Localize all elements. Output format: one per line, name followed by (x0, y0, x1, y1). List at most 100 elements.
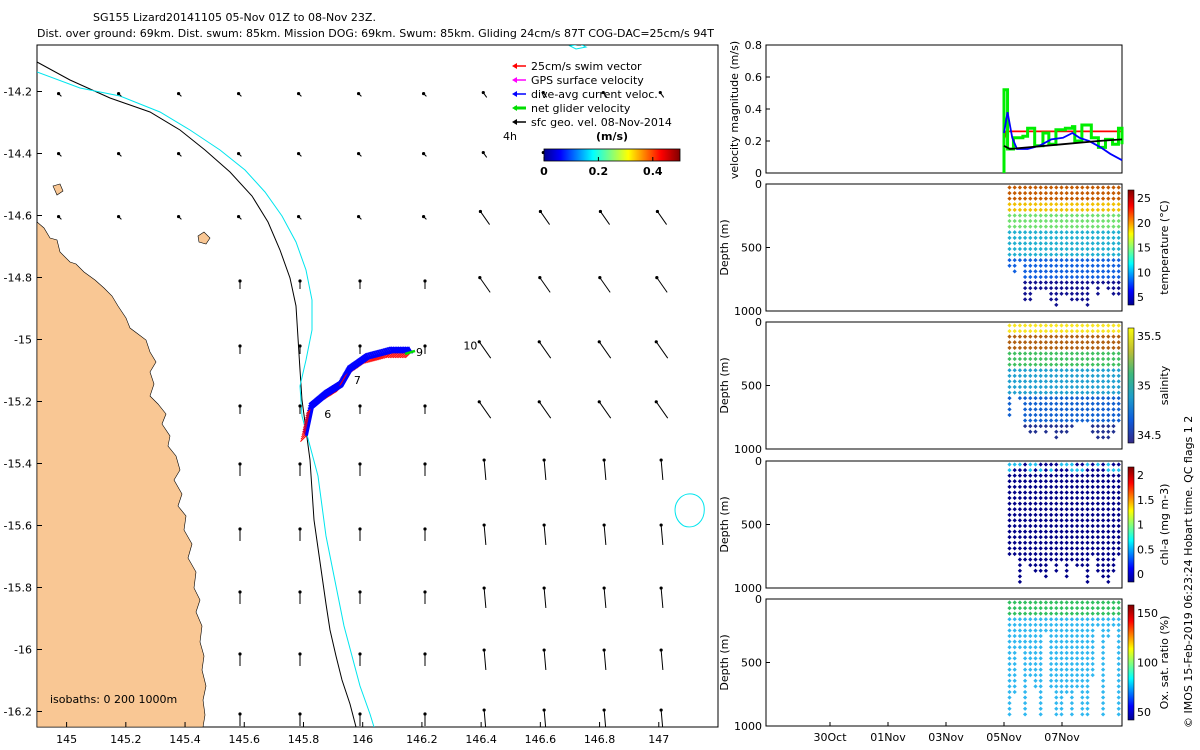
profile-sample (1038, 218, 1043, 224)
sfc-vector-head (358, 462, 362, 466)
profile-sample (1116, 673, 1121, 678)
profile-sample (1017, 185, 1023, 190)
profile-sample (1012, 373, 1017, 378)
legend-arrowhead (512, 77, 517, 83)
map-panel: 145 145.2 145.4 145.6 145.8 146 146.2 146.4 146.… (4, 44, 719, 746)
profile-sample (1054, 241, 1059, 246)
profile-sample (1012, 490, 1017, 495)
profile-sample (1038, 695, 1043, 700)
profile-sample (1095, 362, 1101, 367)
profile-sample (1116, 396, 1121, 401)
profile-sample (1080, 235, 1085, 240)
profile-sample (1059, 356, 1064, 362)
profile-sample (1064, 479, 1069, 484)
profile-sample (1100, 196, 1106, 201)
sfc-vector-head (542, 458, 546, 462)
profile-sample (1054, 568, 1059, 573)
profile-sample (1085, 269, 1090, 274)
profile-sample (1059, 345, 1064, 350)
time-tick-label: 30Oct (813, 731, 847, 744)
panel-colorbar (1127, 466, 1135, 583)
profile-sample (1028, 673, 1033, 678)
profile-sample (1095, 490, 1101, 495)
profile-sample (1054, 600, 1059, 605)
profile-sample (1080, 351, 1085, 356)
profile-sample (1085, 384, 1090, 390)
profile-sample (1080, 518, 1085, 523)
profile-sample (1022, 390, 1028, 395)
profile-sample (1100, 384, 1106, 390)
profile-sample (1017, 252, 1023, 257)
profile-sample (1090, 518, 1095, 523)
profile-sample (1022, 224, 1028, 229)
profile-sample (1059, 689, 1064, 695)
profile-sample (1069, 196, 1075, 201)
sfc-vector-head (597, 340, 601, 344)
profile-sample (1007, 656, 1012, 661)
profile-sample (1054, 224, 1059, 229)
profile-sample (1116, 351, 1121, 356)
sfc-vector (657, 211, 667, 225)
profile-sample (1028, 390, 1033, 395)
profile-sample (1007, 540, 1012, 545)
profile-sample (1059, 667, 1064, 672)
profile-sample (1116, 473, 1121, 478)
profile-sample (1080, 340, 1085, 345)
profile-sample (1106, 246, 1111, 252)
profile-sample (1074, 617, 1080, 622)
profile-sample (1095, 213, 1101, 218)
profile-sample (1007, 673, 1012, 678)
sfc-vector-head (116, 214, 121, 219)
profile-sample (1059, 429, 1064, 434)
profile-sample (1095, 479, 1101, 484)
profile-sample (1100, 546, 1106, 551)
depth-ylabel: Depth (m) (718, 634, 731, 690)
profile-sample (1069, 557, 1075, 562)
profile-sample (1007, 639, 1012, 644)
profile-sample (1106, 574, 1111, 579)
profile-sample (1106, 529, 1111, 534)
profile-sample (1033, 384, 1038, 390)
profile-sample (1028, 495, 1033, 501)
profile-sample (1116, 196, 1121, 201)
map-x-tick-label: 147 (648, 733, 669, 746)
profile-sample (1022, 501, 1028, 506)
profile-sample (1106, 362, 1111, 367)
profile-sample (1017, 224, 1023, 229)
panel-frame (765, 321, 1123, 450)
sfc-vector-head (602, 586, 606, 590)
profile-sample (1022, 551, 1028, 557)
profile-sample (1054, 701, 1059, 706)
profile-sample (1085, 633, 1090, 639)
profile-sample (1069, 323, 1075, 328)
profile-sample (1033, 512, 1038, 517)
map-y-tick-label: -14.2 (4, 86, 32, 99)
profile-sample (1064, 274, 1069, 280)
profile-sample (1106, 622, 1111, 627)
profile-sample (1074, 291, 1080, 296)
profile-sample (1085, 495, 1090, 501)
profile-sample (1059, 280, 1064, 285)
profile-sample (1111, 495, 1116, 501)
net-glider-vector (404, 349, 416, 356)
profile-sample (1095, 218, 1101, 224)
profile-sample (1100, 622, 1106, 627)
profile-sample (1074, 650, 1080, 655)
profile-sample (1054, 435, 1059, 440)
depth-y-tick-label: 1000 (734, 720, 762, 733)
profile-sample (1022, 401, 1028, 406)
sfc-vector-head (296, 214, 301, 219)
profile-sample (1069, 639, 1075, 644)
profile-sample (1048, 495, 1054, 501)
profile-sample (1028, 373, 1033, 378)
profile-sample (1064, 356, 1069, 362)
profile-sample (1048, 286, 1054, 291)
profile-sample (1012, 605, 1017, 611)
profile-sample (1064, 252, 1069, 257)
isobath-200 (37, 61, 357, 727)
profile-sample (1054, 462, 1059, 467)
profile-sample (1064, 230, 1069, 235)
profile-sample (1106, 495, 1111, 501)
colorbar-label: temperature (°C) (1158, 200, 1171, 294)
profile-sample (1064, 467, 1069, 473)
